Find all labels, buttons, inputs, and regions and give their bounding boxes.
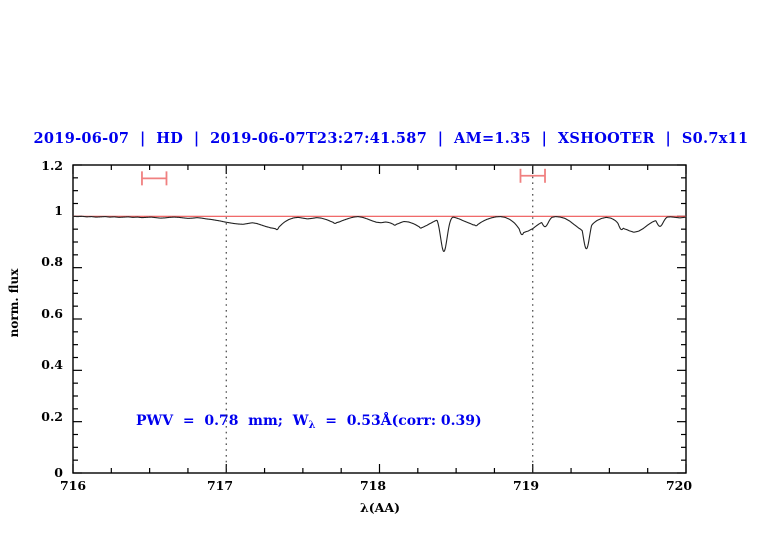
y-tick-label-0.2: 0.2 <box>41 409 63 424</box>
y-tick-label-0.4: 0.4 <box>41 357 63 372</box>
annotation-suffix: = 0.53Å(corr: 0.39) <box>315 413 482 429</box>
error-bar-markers <box>141 168 546 186</box>
tick-marks <box>72 164 687 474</box>
plot-title: 2019-06-07 | HD | 2019-06-07T23:27:41.58… <box>33 130 749 147</box>
x-axis-label: λ(AA) <box>360 500 400 515</box>
spectrum-trace <box>72 215 687 253</box>
annotation-prefix: PWV = 0.78 mm; W <box>136 413 309 429</box>
y-tick-label-0: 0 <box>54 465 63 480</box>
y-tick-label-0.8: 0.8 <box>41 254 63 269</box>
y-tick-label-1.2: 1.2 <box>41 158 63 173</box>
x-tick-label-718: 718 <box>359 478 387 493</box>
annotation-subscript: λ <box>308 419 316 431</box>
x-tick-label-719: 719 <box>512 478 540 493</box>
y-tick-label-0.6: 0.6 <box>41 306 63 321</box>
x-tick-label-716: 716 <box>59 478 87 493</box>
vertical-reference-lines <box>225 165 534 473</box>
x-tick-label-717: 717 <box>206 478 234 493</box>
axis-frame <box>72 164 687 474</box>
y-tick-label-1: 1 <box>54 203 63 218</box>
x-tick-label-720: 720 <box>665 478 693 493</box>
measurement-annotation: PWV = 0.78 mm; Wλ = 0.53Å(corr: 0.39) <box>136 413 482 431</box>
